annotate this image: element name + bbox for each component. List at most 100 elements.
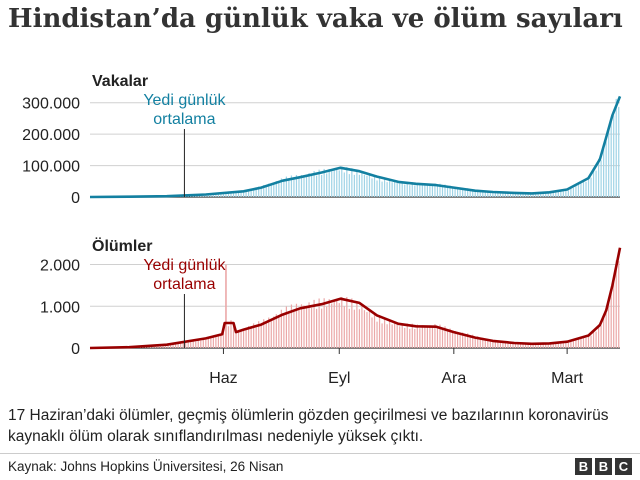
deaths-daily-bar: [585, 337, 587, 348]
cases-daily-bar: [389, 179, 391, 197]
cases-daily-bar: [235, 191, 237, 197]
deaths-daily-bar: [399, 326, 401, 348]
cases-daily-bar: [434, 183, 436, 197]
deaths-daily-bar: [592, 329, 595, 348]
cases-daily-bar: [333, 169, 335, 197]
cases-daily-bar: [310, 175, 313, 197]
deaths-daily-bar: [338, 303, 340, 348]
deaths-daily-bar: [348, 308, 350, 348]
deaths-daily-bar: [557, 343, 559, 348]
deaths-daily-bar: [235, 330, 237, 348]
cases-daily-bar: [585, 181, 587, 197]
cases-daily-bar: [426, 184, 428, 197]
deaths-daily-bar: [202, 338, 204, 348]
deaths-daily-bar: [263, 319, 265, 348]
cases-daily-bar: [421, 183, 423, 197]
bbc-logo-letter-1: B: [575, 458, 592, 475]
cases-daily-bar: [283, 180, 285, 197]
deaths-daily-bar: [207, 337, 209, 348]
cases-daily-bar: [595, 170, 597, 197]
deaths-daily-bar: [484, 339, 486, 348]
deaths-daily-bar: [323, 298, 325, 348]
deaths-daily-bar: [366, 312, 368, 348]
cases-daily-bar: [273, 182, 275, 197]
deaths-daily-bar: [562, 343, 564, 348]
cases-daily-bar: [295, 174, 298, 197]
cases-daily-bar: [220, 192, 222, 197]
cases-daily-bar: [537, 192, 539, 197]
deaths-daily-bar: [514, 342, 517, 348]
deaths-daily-bar: [278, 315, 280, 348]
cases-daily-bar: [484, 191, 486, 197]
deaths-daily-bar: [502, 342, 504, 348]
cases-daily-bar: [592, 167, 595, 197]
cases-daily-bar: [303, 175, 305, 197]
deaths-daily-bar: [507, 342, 509, 348]
deaths-daily-bar: [535, 344, 537, 348]
cases-daily-bar: [280, 178, 282, 197]
cases-daily-bar: [542, 192, 544, 197]
deaths-daily-bar: [431, 327, 434, 348]
deaths-daily-bar: [489, 339, 491, 348]
cases-daily-bar: [462, 187, 464, 197]
cases-daily-bar: [321, 174, 323, 197]
deaths-daily-bar: [177, 343, 179, 348]
cases-ytick-label: 100.000: [22, 159, 80, 176]
cases-daily-bar: [587, 177, 590, 197]
deaths-daily-bar: [552, 343, 554, 348]
deaths-daily-bar: [298, 308, 300, 348]
cases-daily-bar: [562, 191, 564, 197]
deaths-daily-bar: [519, 343, 522, 348]
cases-daily-bar: [451, 187, 454, 197]
cases-daily-bar: [507, 192, 509, 197]
deaths-daily-bar: [446, 330, 449, 348]
deaths-daily-bar: [615, 260, 617, 348]
bbc-logo: B B C: [575, 458, 632, 475]
bbc-logo-letter-3: C: [615, 458, 632, 475]
cases-daily-bar: [343, 172, 345, 197]
cases-daily-bar: [331, 171, 333, 197]
deaths-ytick-label: 1.000: [40, 299, 80, 316]
cases-daily-bar: [444, 184, 446, 197]
cases-daily-bar: [308, 173, 310, 197]
deaths-daily-bar: [449, 328, 451, 348]
deaths-daily-bar: [550, 343, 552, 348]
cases-daily-bar: [532, 193, 534, 197]
deaths-daily-bar: [187, 341, 189, 348]
cases-daily-bar: [366, 175, 368, 197]
cases-daily-bar: [502, 192, 504, 197]
deaths-daily-bar: [280, 309, 282, 348]
cases-daily-bar: [467, 188, 469, 197]
cases-daily-bar: [368, 174, 371, 197]
cases-daily-bar: [386, 182, 388, 197]
deaths-daily-bar: [242, 328, 245, 348]
deaths-daily-bar: [318, 298, 320, 348]
deaths-daily-bar: [313, 299, 315, 348]
cases-daily-bar: [265, 186, 267, 197]
cases-daily-bar: [522, 192, 524, 197]
deaths-daily-bar: [293, 311, 295, 348]
deaths-annotation-label: ortalama: [153, 276, 215, 293]
deaths-daily-bar: [245, 328, 247, 348]
deaths-daily-bar: [426, 326, 428, 348]
deaths-daily-bar: [230, 320, 232, 348]
deaths-daily-bar: [215, 335, 217, 348]
cases-daily-bar: [373, 175, 376, 197]
deaths-daily-bar: [409, 328, 411, 348]
deaths-daily-bar: [381, 323, 383, 348]
cases-daily-bar: [232, 192, 235, 197]
cases-daily-bar: [248, 189, 250, 197]
deaths-daily-bar: [600, 325, 602, 348]
cases-daily-bar: [391, 182, 393, 197]
deaths-daily-bar: [467, 333, 469, 348]
deaths-daily-bar: [527, 343, 529, 348]
cases-daily-bar: [414, 185, 416, 197]
deaths-daily-bar: [162, 345, 164, 348]
deaths-daily-bar: [356, 301, 358, 348]
deaths-daily-bar: [492, 340, 494, 348]
deaths-daily-bar: [577, 339, 580, 348]
deaths-daily-bar: [363, 310, 366, 348]
deaths-daily-bar: [333, 300, 335, 348]
cases-daily-bar: [527, 193, 529, 197]
deaths-seven-day-average-line: [89, 247, 622, 350]
